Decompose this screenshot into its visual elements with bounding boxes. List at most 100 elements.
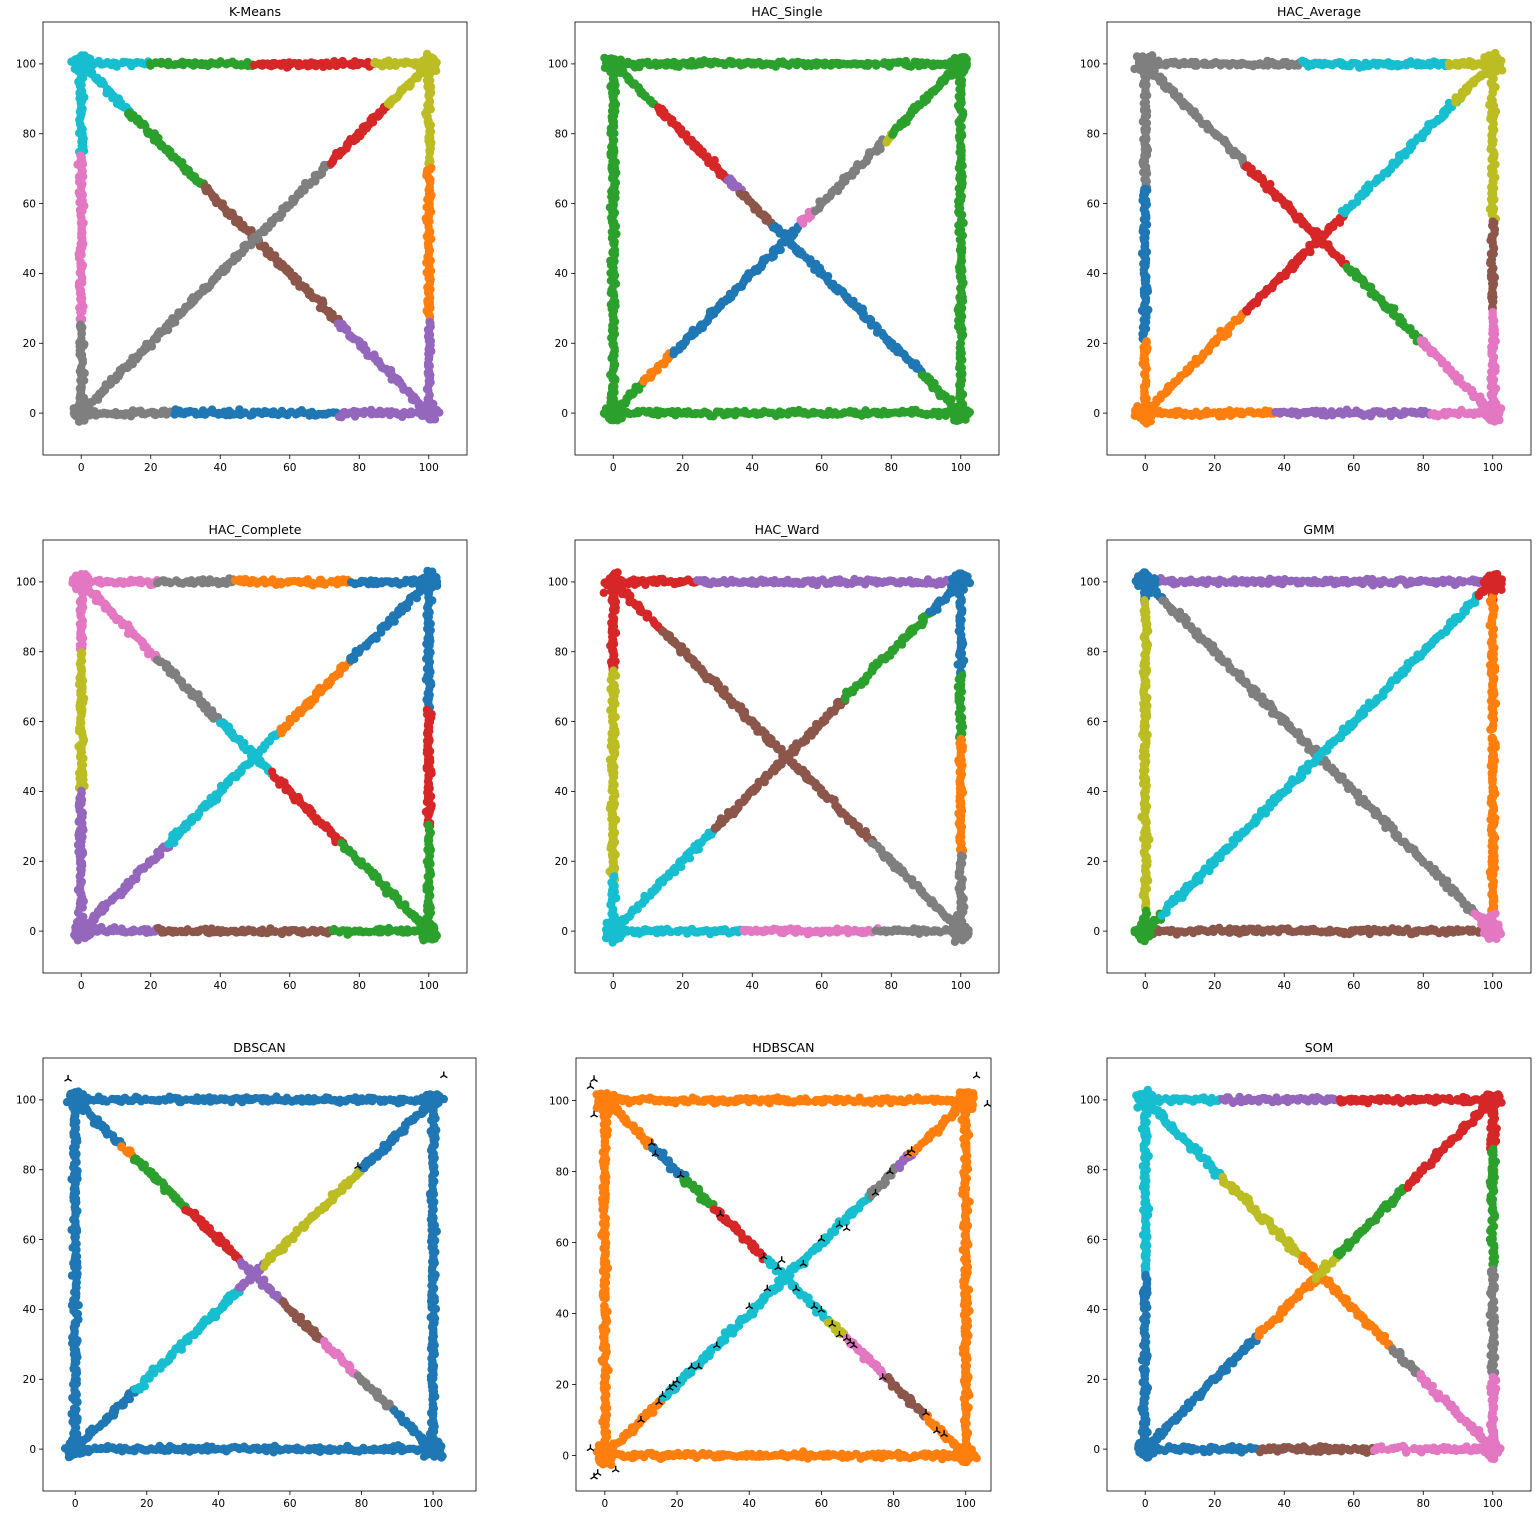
data-point — [426, 157, 435, 166]
data-point — [432, 405, 442, 415]
data-point — [1490, 225, 1499, 234]
chart-title: HAC_Single — [751, 4, 822, 19]
data-point — [610, 405, 620, 414]
x-tick-label: 20 — [1208, 462, 1221, 474]
y-tick-label: 80 — [555, 129, 568, 141]
y-tick-label: 0 — [561, 408, 568, 420]
data-point — [432, 66, 441, 76]
y-tick-label: 60 — [1087, 198, 1100, 210]
y-tick-label: 60 — [555, 198, 568, 210]
data-point — [603, 405, 612, 414]
axes-frame — [574, 21, 1000, 456]
data-point — [1141, 90, 1150, 99]
data-point — [424, 408, 434, 418]
chart-title: K-Means — [229, 4, 281, 19]
y-tick-label: 100 — [16, 59, 36, 71]
y-tick-label: 80 — [23, 129, 36, 141]
data-point — [728, 59, 737, 69]
y-tick-label: 20 — [23, 338, 36, 350]
data-point — [957, 276, 966, 286]
data-point — [427, 53, 437, 63]
y-tick-label: 0 — [1093, 408, 1100, 420]
x-tick-label: 80 — [353, 462, 366, 474]
data-points — [67, 49, 444, 426]
data-point — [86, 54, 95, 63]
x-tick-label: 20 — [676, 462, 689, 474]
axes-frame — [42, 21, 468, 456]
data-point — [407, 408, 416, 417]
y-tick-label: 0 — [29, 408, 36, 420]
x-tick-label: 0 — [610, 462, 617, 474]
x-tick-label: 100 — [419, 462, 439, 474]
data-point — [957, 67, 966, 77]
data-point — [327, 313, 337, 322]
data-point — [716, 407, 725, 417]
x-tick-label: 40 — [1278, 462, 1291, 474]
y-tick-label: 80 — [1087, 129, 1100, 141]
data-point — [1299, 248, 1308, 258]
data-point — [1487, 367, 1496, 377]
y-tick-label: 40 — [1087, 268, 1100, 280]
data-point — [963, 410, 973, 419]
axes-frame — [1106, 21, 1532, 456]
x-tick-label: 0 — [78, 462, 85, 474]
y-tick-label: 100 — [548, 59, 568, 71]
data-point — [419, 61, 428, 71]
data-point — [923, 376, 933, 385]
data-point — [649, 410, 658, 419]
data-points — [1130, 48, 1507, 428]
data-point — [734, 408, 743, 417]
data-point — [1486, 61, 1495, 70]
data-point — [956, 413, 965, 422]
data-point — [1498, 66, 1507, 75]
data-point — [1143, 58, 1152, 67]
data-point — [1487, 403, 1497, 412]
data-point — [391, 408, 401, 417]
data-point — [1136, 57, 1146, 67]
y-tick-label: 100 — [1080, 59, 1100, 71]
data-point — [294, 59, 304, 68]
data-point — [1418, 409, 1427, 419]
data-points — [68, 566, 442, 945]
data-point — [1488, 375, 1497, 385]
data-point — [320, 580, 330, 589]
data-point — [77, 405, 86, 414]
data-point — [417, 410, 426, 419]
data-point — [85, 63, 94, 72]
data-point — [955, 404, 965, 413]
data-point — [72, 56, 81, 66]
data-point — [1141, 406, 1151, 415]
data-point — [697, 59, 707, 69]
data-point — [1148, 51, 1157, 60]
data-points — [599, 53, 974, 426]
data-point — [872, 59, 881, 69]
data-point — [1139, 105, 1149, 114]
x-tick-label: 40 — [746, 462, 759, 474]
data-point — [956, 61, 965, 70]
x-tick-label: 60 — [815, 462, 828, 474]
data-point — [1192, 59, 1202, 68]
data-point — [360, 406, 369, 416]
x-tick-label: 60 — [283, 462, 296, 474]
data-point — [612, 58, 622, 67]
data-point — [1486, 413, 1495, 422]
x-tick-label: 40 — [214, 462, 227, 474]
x-tick-label: 80 — [885, 462, 898, 474]
data-point — [611, 413, 620, 422]
y-tick-label: 60 — [23, 198, 36, 210]
y-tick-label: 20 — [1087, 338, 1100, 350]
chart-title: HAC_Average — [1277, 4, 1361, 19]
y-tick-label: 20 — [555, 338, 568, 350]
data-point — [425, 361, 434, 370]
y-tick-label: 40 — [555, 268, 568, 280]
panel-hac-single: 0 20 40 60 80 100 0 20 40 60 80 100 HAC_Single — [548, 4, 1000, 474]
x-tick-label: 100 — [951, 462, 971, 474]
x-tick-label: 60 — [1347, 462, 1360, 474]
x-tick-label: 80 — [1417, 462, 1430, 474]
data-point — [777, 410, 786, 419]
data-point — [1461, 383, 1470, 393]
